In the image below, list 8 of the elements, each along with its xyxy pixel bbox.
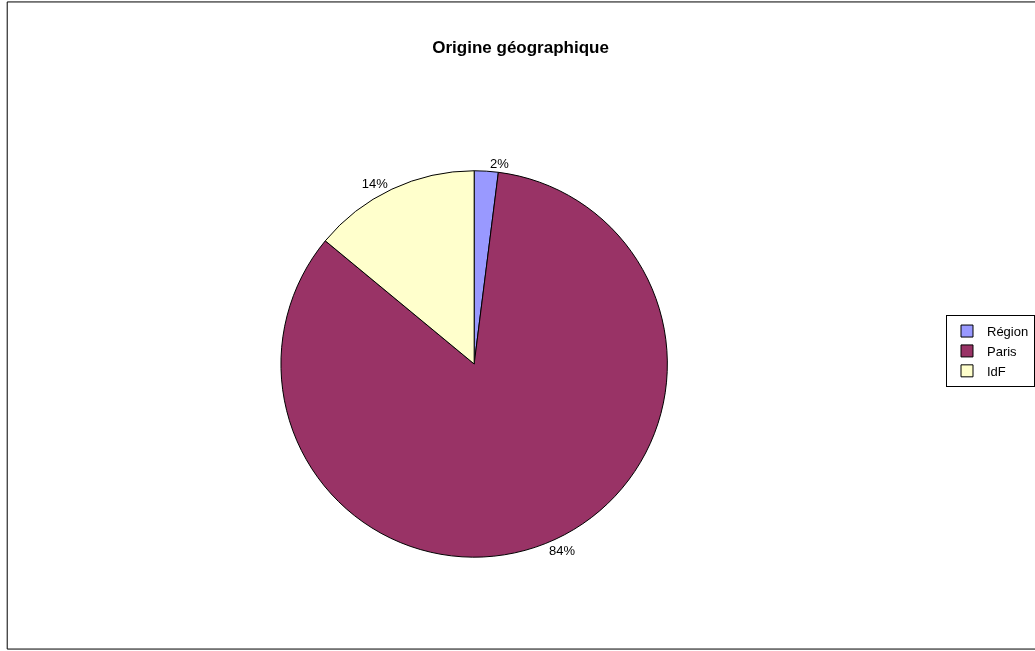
pie-slice bbox=[280, 171, 668, 558]
data-label: 84% bbox=[549, 542, 576, 558]
legend-label: IdF bbox=[987, 363, 1006, 379]
legend-label: Région bbox=[987, 324, 1029, 340]
chart-title: Origine géographique bbox=[432, 37, 609, 57]
data-label: 14% bbox=[361, 175, 389, 191]
legend-label: Paris bbox=[987, 344, 1018, 359]
data-label: 2% bbox=[490, 156, 510, 172]
